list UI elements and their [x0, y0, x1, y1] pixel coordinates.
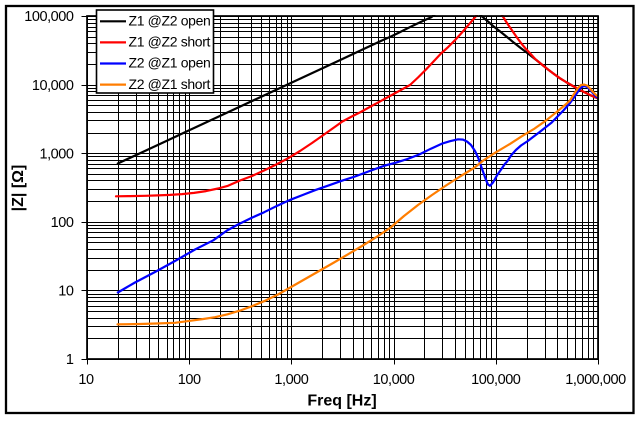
- svg-text:100: 100: [178, 372, 201, 388]
- svg-text:10: 10: [78, 372, 94, 388]
- svg-text:1: 1: [66, 352, 74, 368]
- svg-text:Z2 @Z1 short: Z2 @Z1 short: [129, 76, 211, 92]
- svg-text:100,000: 100,000: [471, 372, 521, 388]
- svg-text:10,000: 10,000: [32, 78, 74, 94]
- svg-text:1,000: 1,000: [274, 372, 308, 388]
- svg-text:1,000: 1,000: [39, 146, 73, 162]
- svg-text:1,000,000: 1,000,000: [565, 372, 626, 388]
- svg-text:Z1 @Z2 short: Z1 @Z2 short: [129, 34, 211, 50]
- svg-text:Z1 @Z2 open: Z1 @Z2 open: [129, 13, 211, 29]
- svg-text:Freq [Hz]: Freq [Hz]: [307, 393, 376, 410]
- svg-text:100,000: 100,000: [24, 9, 74, 25]
- svg-text:Z2 @Z1 open: Z2 @Z1 open: [129, 55, 211, 71]
- svg-text:10,000: 10,000: [373, 372, 415, 388]
- svg-text:10: 10: [58, 284, 74, 300]
- svg-text:|Z| [Ω]: |Z| [Ω]: [10, 165, 27, 212]
- svg-text:100: 100: [51, 215, 74, 231]
